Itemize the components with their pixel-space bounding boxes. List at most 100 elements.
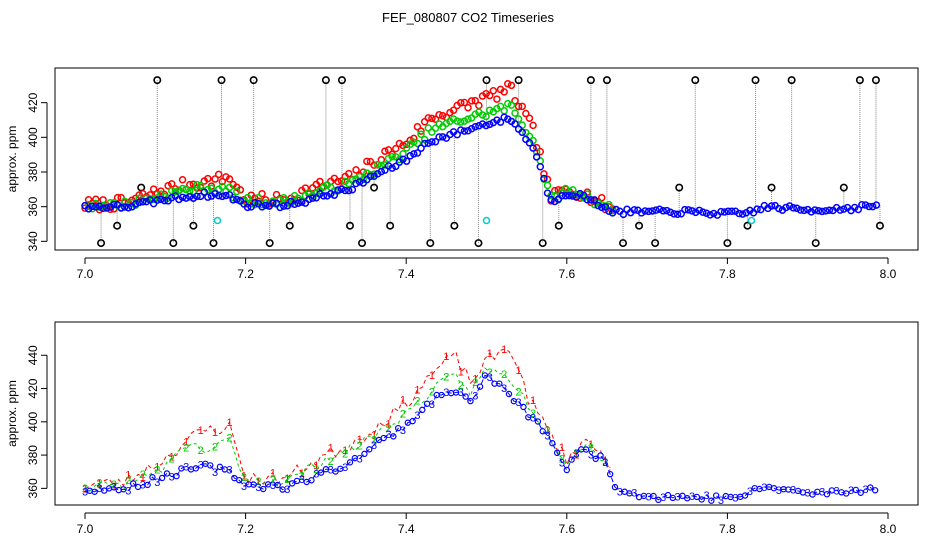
- channel-3-point: [818, 207, 826, 216]
- channel-3-point: [673, 210, 682, 219]
- channel-1-point: [471, 96, 480, 105]
- series-1-point: 1: [212, 427, 218, 439]
- channel-1-point: [178, 176, 187, 184]
- series-3-point: [684, 495, 691, 502]
- channel-3-point: [547, 195, 555, 204]
- y-tick-label: 420: [26, 378, 40, 398]
- channel-1-point: [214, 170, 223, 179]
- channel-3-point: [496, 118, 505, 126]
- series-3-point: [423, 400, 431, 407]
- series-3-point: 3: [732, 492, 738, 504]
- channel-3-point: [279, 202, 288, 210]
- series-3-point: 3: [371, 440, 377, 452]
- channel-3-point: [261, 201, 270, 210]
- series-2-point: 2: [111, 479, 117, 491]
- series-3-point: [597, 452, 604, 459]
- channel-3-point: [182, 194, 190, 202]
- series-3-point: [322, 465, 330, 473]
- series-3-line: [84, 374, 876, 502]
- channel-2-point: [431, 124, 440, 133]
- series-1-point: 1: [284, 473, 290, 485]
- series-1-point: 1: [487, 348, 493, 360]
- channel-3-point: [117, 204, 125, 212]
- series-3-point: 3: [718, 495, 724, 507]
- channel-1-point: [384, 146, 393, 154]
- series-3-point: [235, 476, 243, 484]
- channel-1-point: [424, 114, 433, 122]
- channel-3-point: [431, 138, 440, 146]
- series-1-point: 1: [516, 365, 522, 377]
- series-2-point: 2: [501, 369, 507, 381]
- channel-1-point: [406, 136, 414, 145]
- series-3-point: [799, 489, 807, 496]
- channel-3-point: [196, 192, 205, 201]
- channel-3-point: [298, 198, 306, 206]
- channel-1-point: [236, 186, 245, 194]
- channel-1-point: [522, 109, 530, 118]
- channel-2-point: [287, 200, 295, 208]
- channel-3-point: [587, 196, 595, 204]
- channel-3-point: [511, 120, 519, 128]
- series-3-point: [655, 496, 662, 504]
- series-3-point: [568, 456, 575, 463]
- channel-3-point: [243, 203, 252, 212]
- channel-2-point: [381, 161, 389, 169]
- channel-3-point: [435, 133, 443, 141]
- x-tick-label: 7.6: [558, 267, 575, 281]
- channel-1-point: [536, 147, 545, 156]
- series-2-point: 2: [588, 442, 594, 454]
- series-3-point: [337, 465, 344, 472]
- series-3-point: [409, 417, 416, 425]
- spike-point: [321, 76, 330, 85]
- series-1-point: 1: [226, 417, 232, 429]
- channel-2-point: [478, 111, 487, 119]
- channel-3-point: [728, 207, 736, 216]
- spike-point: [554, 221, 563, 230]
- channel-3-point: [334, 186, 342, 194]
- series-3-point: [274, 481, 281, 489]
- spike-point: [811, 239, 820, 248]
- series-3-point: [361, 450, 368, 458]
- series-1-point: 1: [96, 479, 102, 491]
- series-2-point: 2: [516, 386, 522, 398]
- channel-3-point: [652, 206, 660, 214]
- series-3-point: [149, 474, 156, 481]
- channel-3-point: [478, 120, 487, 128]
- channel-3-point: [814, 206, 823, 215]
- series-2-point: 2: [443, 371, 449, 383]
- series-1-point: 1: [371, 430, 377, 442]
- channel-1-point: [435, 111, 443, 119]
- series-2-point: 2: [458, 380, 464, 392]
- channel-1-point: [500, 88, 508, 96]
- channel-1-point: [345, 169, 353, 178]
- x-tick-label: 7.4: [398, 267, 415, 281]
- channel-3-point: [457, 126, 465, 134]
- series-1-point: 1: [154, 462, 160, 474]
- series-3-point: [332, 468, 339, 475]
- series-3-point: [351, 454, 359, 462]
- channel-3-point: [453, 130, 461, 139]
- channel-3-point: [785, 202, 794, 210]
- channel-2-point: [373, 160, 382, 169]
- channel-1-point: [92, 195, 100, 204]
- channel-3-point: [352, 179, 360, 188]
- channel-2-point: [84, 200, 93, 209]
- channel-3-point: [594, 201, 602, 210]
- series-3-point: [438, 391, 445, 399]
- channel-3-point: [811, 206, 819, 214]
- spike-point: [209, 239, 218, 248]
- channel-3-point: [735, 209, 743, 218]
- flagged-point: [482, 216, 491, 225]
- series-3-point: [852, 486, 860, 494]
- series-3-point: 3: [834, 485, 840, 497]
- series-3-point: 3: [212, 467, 218, 479]
- channel-3-point: [326, 190, 335, 198]
- channel-3-point: [644, 207, 653, 216]
- channel-3-point: [283, 201, 292, 210]
- channel-1-point: [449, 106, 458, 115]
- channel-2-point: [590, 200, 599, 209]
- spike-point: [249, 76, 258, 85]
- series-2-point: 2: [414, 396, 420, 408]
- series-3-point: 3: [588, 449, 594, 461]
- channel-1-point: [482, 89, 490, 98]
